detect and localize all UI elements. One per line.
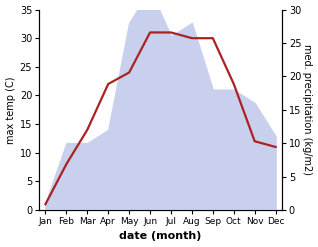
- Y-axis label: med. precipitation (kg/m2): med. precipitation (kg/m2): [302, 44, 313, 175]
- Y-axis label: max temp (C): max temp (C): [5, 76, 16, 144]
- X-axis label: date (month): date (month): [119, 231, 202, 242]
